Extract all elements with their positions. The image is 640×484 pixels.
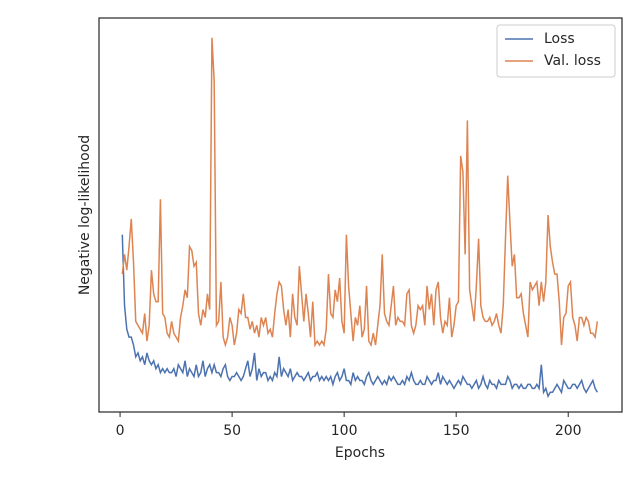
legend-label: Val. loss	[544, 53, 601, 69]
series-line	[121, 37, 599, 348]
plot-frame	[98, 17, 623, 413]
x-tick-label: 0	[116, 423, 125, 439]
x-tick-label: 50	[223, 423, 241, 439]
series-line	[121, 234, 599, 399]
x-tick-label: 200	[555, 423, 582, 439]
x-axis-label: Epochs	[335, 445, 385, 461]
y-axis-label: Negative log-likelihood	[77, 135, 93, 295]
legend-label: Loss	[544, 31, 575, 47]
x-tick-label: 150	[443, 423, 470, 439]
legend-box	[496, 24, 616, 78]
x-tick-label: 100	[331, 423, 358, 439]
